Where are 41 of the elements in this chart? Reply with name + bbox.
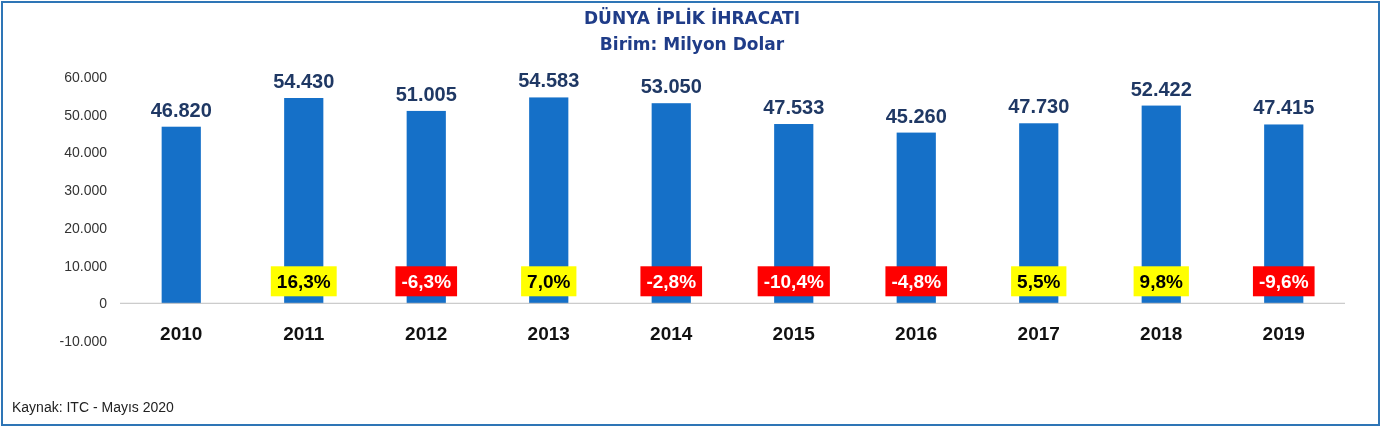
annotation: -6,3% [401,271,452,293]
data-label: 47.730 [1008,95,1070,118]
x-tick-label: 2013 [527,323,570,344]
x-tick-label: 2015 [772,323,816,344]
y-tick-label: 50.000 [64,106,108,123]
data-label: 54.583 [518,69,580,92]
x-tick-label: 2011 [283,323,325,344]
y-tick-label: -10.000 [59,332,108,349]
chart-title: DÜNYA İPLİK İHRACATI [584,7,800,28]
y-tick-label: 20.000 [64,219,108,236]
data-label: 52.422 [1130,77,1192,100]
data-label: 45.260 [885,104,947,127]
annotation: 5,5% [1017,271,1061,293]
y-tick-label: 40.000 [64,144,108,161]
data-label: 47.533 [763,96,825,119]
text: Kaynak: ITC - Mayıs 2020 [12,399,175,415]
annotation: 7,0% [527,271,571,293]
data-label: 46.820 [150,98,212,121]
data-label: 51.005 [395,82,457,105]
annotation: -10,4% [763,271,824,293]
bar [161,126,201,304]
x-tick-label: 2014 [650,323,693,344]
data-label: 47.415 [1253,96,1315,119]
data-label: 54.430 [273,70,335,93]
y-tick-label: 0 [99,295,108,312]
annotation: -2,8% [646,271,697,293]
x-tick-label: 2010 [160,323,203,344]
x-tick-label: 2017 [1017,323,1060,344]
x-tick-label: 2016 [895,323,938,344]
annotation: -4,8% [891,271,942,293]
annotation: 16,3% [276,271,331,293]
y-tick-label: 60.000 [64,68,108,85]
x-tick-label: 2019 [1262,323,1305,344]
data-label: 53.050 [640,75,702,98]
x-tick-label: 2018 [1140,323,1183,344]
x-tick-label: 2012 [405,323,448,344]
y-tick-label: 10.000 [64,257,108,274]
annotation: -9,6% [1258,271,1309,293]
chart-subtitle: Birim: Milyon Dolar [599,34,785,54]
annotation: 9,8% [1139,271,1184,293]
y-tick-label: 30.000 [64,182,108,199]
